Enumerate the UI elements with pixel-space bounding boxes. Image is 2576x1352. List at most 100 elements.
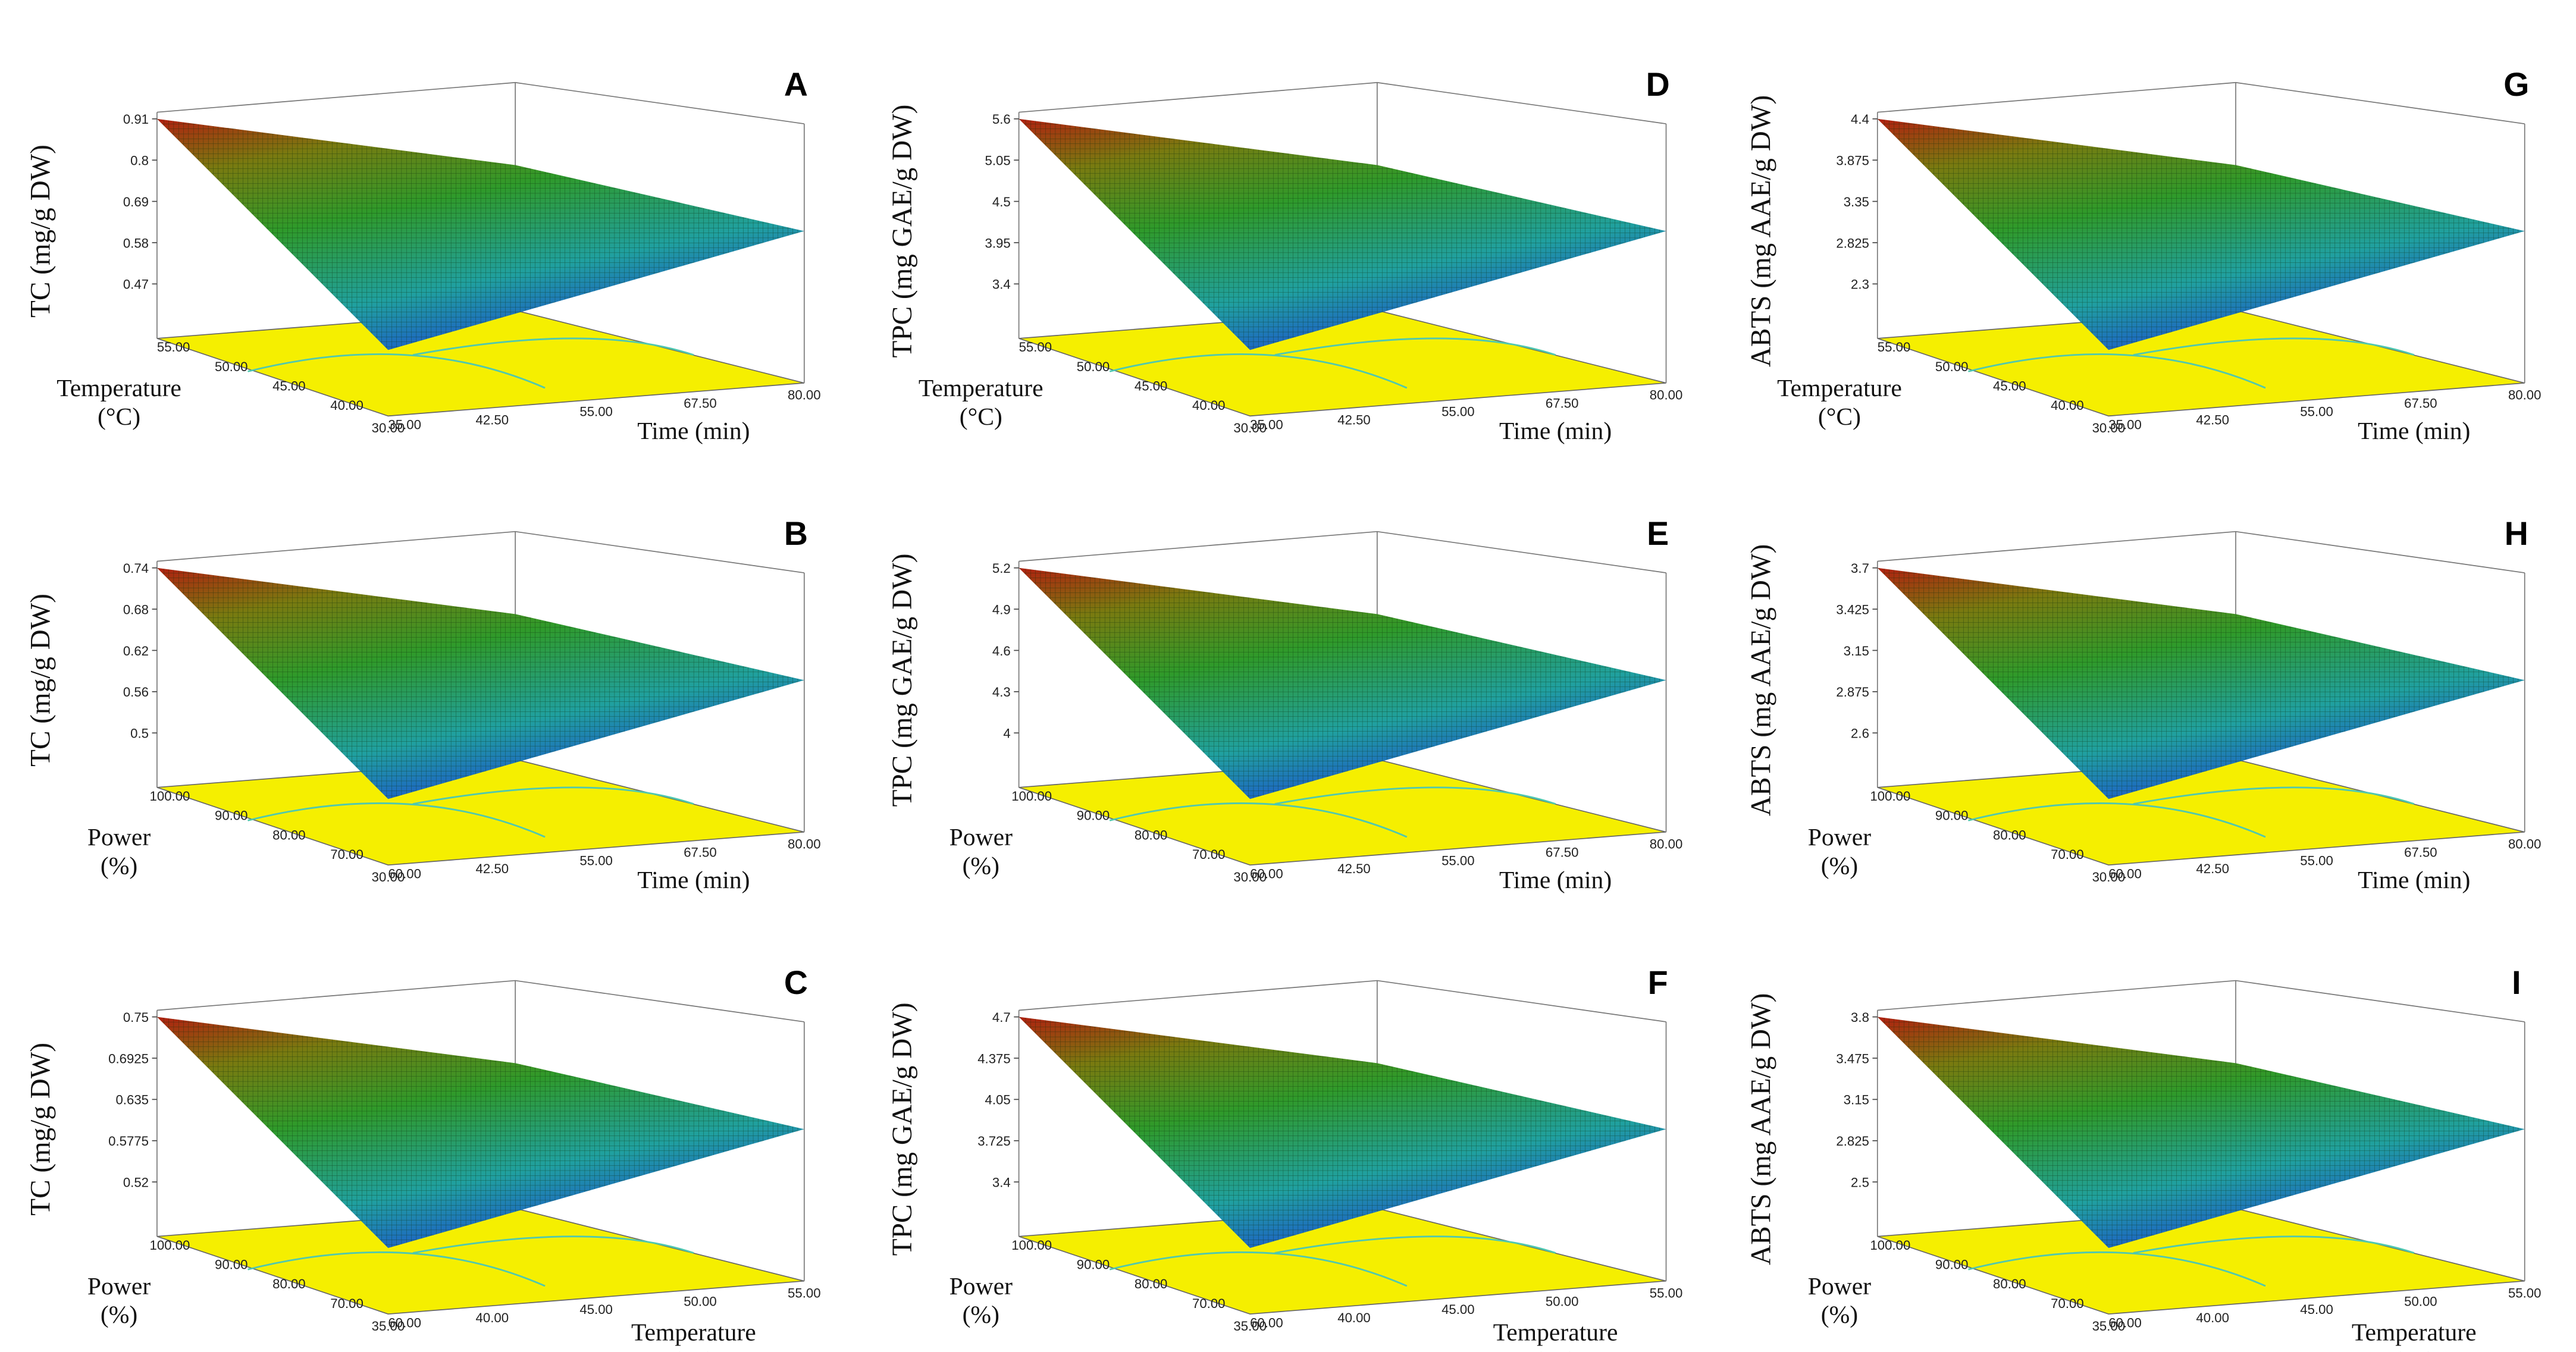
x-tick-label: 50.00 bbox=[1546, 1294, 1579, 1309]
y-tick-label: 100.00 bbox=[1870, 1238, 1910, 1253]
x-tick-label: 50.00 bbox=[2404, 1294, 2437, 1309]
z-axis-label: TPC (mg GAE/g DW) bbox=[887, 554, 918, 807]
surface-mesh bbox=[1877, 567, 2525, 799]
x-tick-label: 42.50 bbox=[1337, 861, 1371, 876]
y-tick-label: 40.00 bbox=[330, 398, 363, 413]
y-tick-label: 45.00 bbox=[1135, 378, 1168, 393]
y-tick-label: 100.00 bbox=[1870, 789, 1910, 804]
contour bbox=[247, 786, 694, 838]
z-tick-label: 3.15 bbox=[1844, 1093, 1869, 1108]
surface-mesh bbox=[156, 118, 804, 350]
panel-letter: B bbox=[784, 515, 808, 552]
y-tick-label: 60.00 bbox=[388, 866, 421, 881]
x-tick-label: 67.50 bbox=[1546, 845, 1579, 859]
z-tick-label: 4.5 bbox=[992, 195, 1011, 209]
box-edge bbox=[1877, 531, 2525, 573]
box-edge bbox=[1019, 980, 1666, 1022]
surface-plot: 4.7 4.375 4.05 3.725 3.4 100.00 90.00 80.00 70.0… bbox=[887, 964, 1682, 1352]
x-tick-label: 30.00 bbox=[1233, 421, 1267, 435]
z-tick-label: 0.6925 bbox=[108, 1051, 149, 1066]
y-axis-label: Temperature (°C) bbox=[919, 375, 1043, 431]
y-axis-label: Power (%) bbox=[949, 1273, 1013, 1329]
surface-plot: 5.2 4.9 4.6 4.3 4 100.00 90.00 80.00 70.00 60.003… bbox=[887, 515, 1682, 894]
y-axis-label-line: (°C) bbox=[1818, 403, 1861, 431]
z-tick-label: 0.69 bbox=[123, 195, 149, 209]
x-axis-label: Temperature(°C) bbox=[2352, 1319, 2477, 1352]
y-tick-label: 60.00 bbox=[2108, 1315, 2142, 1330]
y-axis-label-line: Temperature bbox=[919, 375, 1043, 402]
z-tick-label: 3.35 bbox=[1844, 195, 1869, 209]
box-edge bbox=[1877, 81, 2525, 124]
x-tick-label: 55.00 bbox=[788, 1285, 821, 1300]
x-tick-label: 55.00 bbox=[1441, 853, 1475, 868]
box-edge bbox=[1877, 980, 2525, 1022]
x-axis-label: Time (min) bbox=[2358, 418, 2470, 445]
z-tick-label: 3.4 bbox=[992, 277, 1011, 292]
x-tick-label: 45.00 bbox=[1441, 1302, 1475, 1317]
x-tick-label: 67.50 bbox=[1546, 396, 1579, 411]
surface-plot: 0.74 0.68 0.62 0.56 0.5 100.00 90.00 80.00 70.00… bbox=[25, 515, 820, 894]
z-tick-label: 0.8 bbox=[130, 153, 149, 168]
x-axis-label: Time (min) bbox=[637, 418, 750, 445]
x-axis-label: Time (min) bbox=[1499, 867, 1612, 894]
z-tick-label: 3.95 bbox=[985, 236, 1011, 250]
z-axis-label: ABTS (mg AAE/g DW) bbox=[1745, 95, 1776, 367]
x-axis-label-line: Temperature bbox=[631, 1319, 756, 1347]
y-tick-label: 50.00 bbox=[215, 359, 248, 374]
contour bbox=[1109, 1235, 1556, 1287]
y-tick-label: 60.00 bbox=[1250, 866, 1283, 881]
panel-letter: A bbox=[784, 66, 808, 103]
y-tick-label: 90.00 bbox=[1935, 808, 1969, 823]
x-tick-label: 30.00 bbox=[372, 870, 405, 884]
panel-letter: F bbox=[1648, 964, 1668, 1001]
y-tick-label: 35.00 bbox=[2108, 418, 2142, 432]
panel-letter: H bbox=[2505, 515, 2528, 552]
surface-mesh bbox=[156, 567, 804, 799]
surface-mesh bbox=[1877, 1017, 2525, 1249]
panel-letter: G bbox=[2503, 66, 2529, 103]
contour bbox=[1968, 786, 2415, 838]
y-axis-label-line: (%) bbox=[1821, 1301, 1858, 1329]
x-tick-label: 45.00 bbox=[2300, 1302, 2333, 1317]
z-tick-label: 3.8 bbox=[1851, 1010, 1869, 1025]
z-tick-label: 3.15 bbox=[1844, 644, 1869, 658]
y-tick-label: 45.00 bbox=[272, 378, 306, 393]
z-tick-label: 4.375 bbox=[977, 1051, 1011, 1066]
x-tick-label: 42.50 bbox=[476, 412, 509, 427]
box-edge bbox=[156, 81, 804, 124]
y-tick-label: 90.00 bbox=[215, 808, 248, 823]
y-tick-label: 35.00 bbox=[1250, 418, 1283, 432]
contour bbox=[1109, 786, 1556, 838]
z-tick-label: 3.4 bbox=[992, 1175, 1011, 1190]
surface-mesh bbox=[1019, 567, 1666, 799]
y-tick-label: 80.00 bbox=[1993, 827, 2026, 842]
x-tick-label: 40.00 bbox=[476, 1310, 509, 1325]
surface-plot: 3.7 3.425 3.15 2.875 2.6 100.00 90.00 80.00 70.0… bbox=[1745, 515, 2541, 894]
contour bbox=[1109, 337, 1556, 389]
z-axis-label: TC (mg/g DW) bbox=[25, 145, 56, 318]
y-axis-label-line: Temperature bbox=[1777, 375, 1902, 402]
x-tick-label: 42.50 bbox=[1337, 412, 1371, 427]
contour bbox=[247, 337, 694, 389]
z-tick-label: 2.875 bbox=[1836, 685, 1869, 699]
x-tick-label: 40.00 bbox=[1337, 1310, 1371, 1325]
z-tick-label: 0.75 bbox=[123, 1010, 149, 1025]
z-tick-label: 0.5 bbox=[130, 726, 149, 741]
z-tick-label: 0.68 bbox=[123, 602, 149, 617]
y-axis-label-line: (%) bbox=[963, 1301, 999, 1329]
z-tick-label: 3.425 bbox=[1836, 602, 1869, 617]
x-tick-label: 67.50 bbox=[684, 845, 717, 859]
contour bbox=[247, 1235, 694, 1287]
z-tick-label: 2.825 bbox=[1836, 1134, 1869, 1149]
x-tick-label: 80.00 bbox=[2508, 388, 2541, 403]
x-tick-label: 67.50 bbox=[2404, 396, 2437, 411]
panel-letter: I bbox=[2512, 964, 2521, 1001]
y-tick-label: 80.00 bbox=[1993, 1276, 2026, 1291]
y-axis-label-line: Power bbox=[1808, 824, 1871, 851]
y-tick-label: 50.00 bbox=[1935, 359, 1969, 374]
y-tick-label: 100.00 bbox=[1011, 1238, 1052, 1253]
z-tick-label: 0.47 bbox=[123, 277, 149, 292]
y-tick-label: 60.00 bbox=[388, 1315, 421, 1330]
y-axis-label-line: (%) bbox=[963, 852, 999, 880]
surface-mesh bbox=[156, 1017, 804, 1249]
